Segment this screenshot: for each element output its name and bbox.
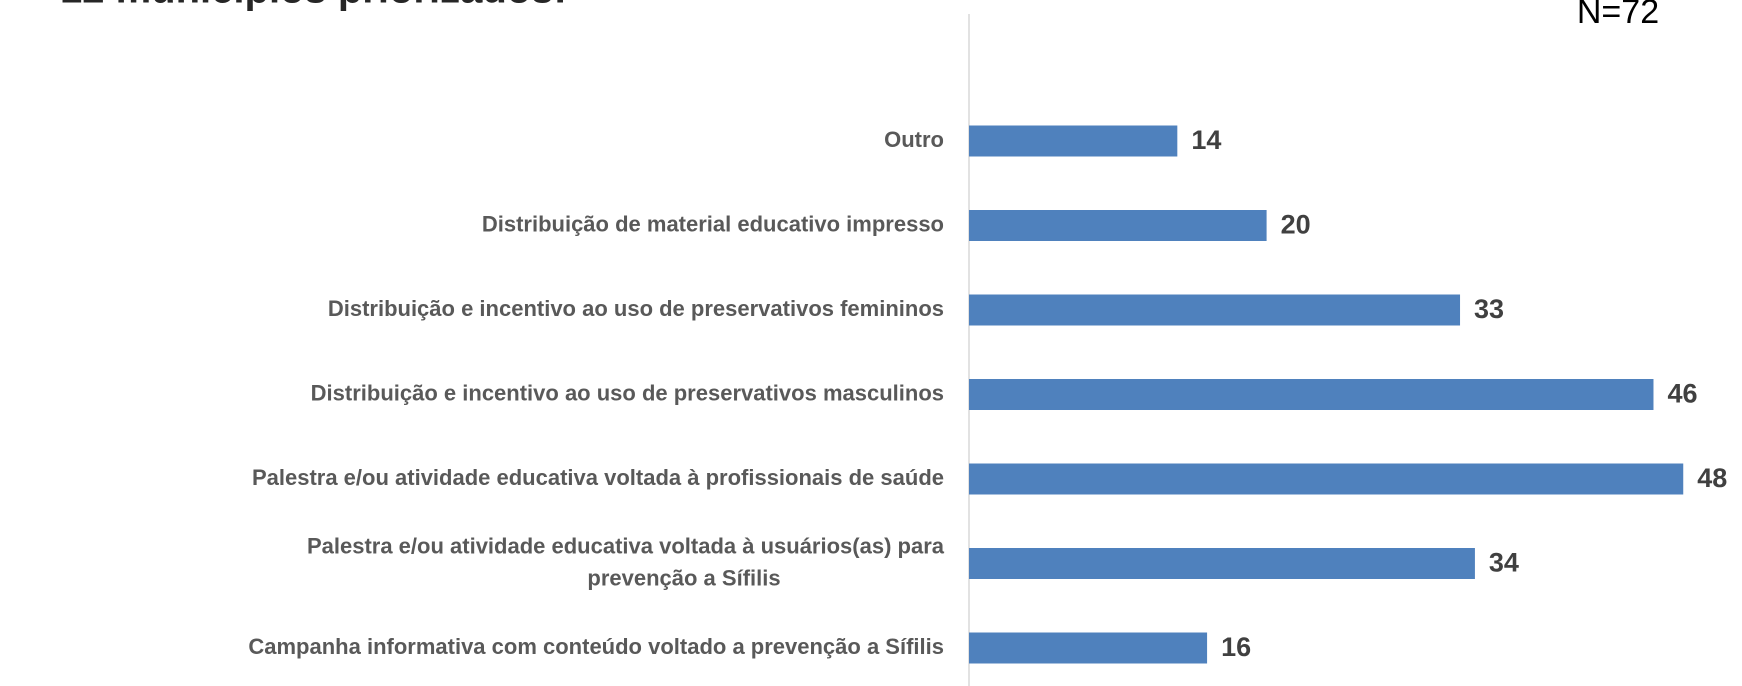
value-label: 16 bbox=[1221, 632, 1251, 662]
value-label: 46 bbox=[1667, 379, 1697, 409]
category-label: Distribuição de material educativo impre… bbox=[482, 211, 944, 236]
category-label: Palestra e/ou atividade educativa voltad… bbox=[307, 533, 945, 590]
value-label: 20 bbox=[1281, 210, 1311, 240]
category-label: Distribuição e incentivo ao uso de prese… bbox=[311, 380, 944, 405]
sample-size: N=72 bbox=[1577, 0, 1659, 31]
bar bbox=[969, 379, 1654, 410]
bar bbox=[969, 463, 1684, 495]
value-label: 34 bbox=[1489, 548, 1519, 578]
bar bbox=[969, 632, 1208, 664]
value-label: 48 bbox=[1697, 463, 1727, 493]
category-label: Palestra e/ou atividade educativa voltad… bbox=[252, 465, 944, 490]
value-label: 33 bbox=[1474, 294, 1504, 324]
chart-title: 12 municípios priorizados: bbox=[60, 0, 567, 12]
category-label: Campanha informativa com conteúdo voltad… bbox=[248, 634, 944, 659]
category-label: Distribuição e incentivo ao uso de prese… bbox=[328, 296, 944, 321]
bar bbox=[969, 125, 1178, 157]
bar bbox=[969, 210, 1267, 241]
value-label: 14 bbox=[1191, 125, 1221, 155]
bar bbox=[969, 294, 1461, 326]
bar bbox=[969, 548, 1475, 579]
category-label: Outro bbox=[884, 127, 944, 152]
